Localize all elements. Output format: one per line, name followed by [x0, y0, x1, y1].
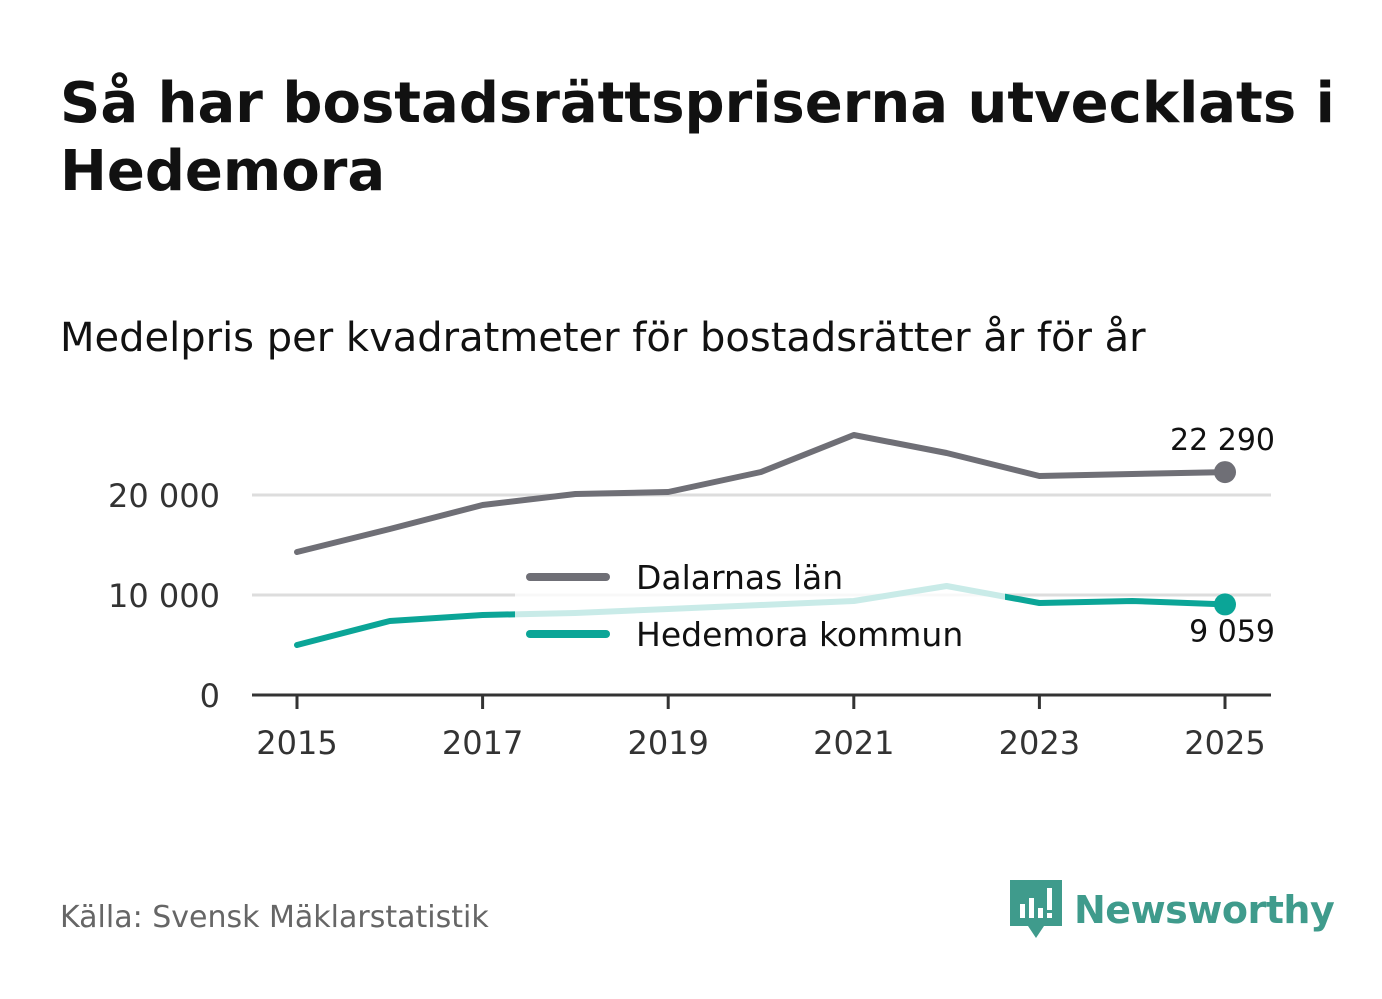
- x-tick-label: 2019: [627, 724, 708, 762]
- y-tick-label: 20 000: [108, 477, 220, 515]
- x-tick-label: 2025: [1184, 724, 1265, 762]
- end-value-label: 22 290: [1170, 423, 1275, 458]
- legend-background: [515, 548, 1005, 660]
- series-line-dalarnas-lan: [294, 432, 1228, 555]
- legend-label: Dalarnas län: [636, 558, 843, 597]
- y-tick-label: 0: [200, 677, 220, 715]
- x-tick-label: 2015: [256, 724, 337, 762]
- x-tick-label: 2021: [813, 724, 894, 762]
- newsworthy-logo: Newsworthy: [1010, 878, 1335, 942]
- newsworthy-icon: [1010, 880, 1062, 938]
- source-text: Källa: Svensk Mäklarstatistik: [60, 900, 489, 935]
- legend-label: Hedemora kommun: [636, 615, 963, 654]
- brand-name: Newsworthy: [1074, 888, 1335, 932]
- end-point-marker: [1214, 593, 1236, 616]
- x-tick-label: 2023: [999, 724, 1080, 762]
- x-tick-label: 2017: [442, 724, 523, 762]
- chart-subtitle: Medelpris per kvadratmeter för bostadsrä…: [60, 315, 1146, 361]
- end-value-label: 9 059: [1189, 614, 1275, 649]
- chart-title: Så har bostadsrättspriserna utvecklats i…: [60, 71, 1335, 204]
- end-point-marker: [1214, 461, 1236, 484]
- y-tick-label: 10 000: [108, 577, 220, 615]
